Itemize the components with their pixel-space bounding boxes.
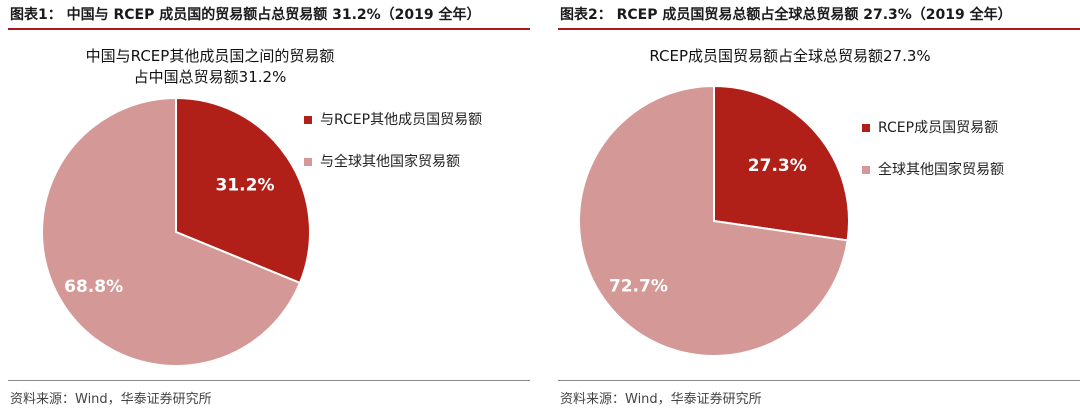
pie-slice xyxy=(41,96,302,367)
legend-swatch xyxy=(862,124,870,132)
legend-item: 与RCEP其他成员国贸易额 xyxy=(304,110,482,130)
pie-slice xyxy=(175,96,311,285)
legend-label: 与全球其他国家贸易额 xyxy=(320,154,460,170)
legend-swatch xyxy=(862,166,870,174)
footer-rule xyxy=(558,380,1080,381)
source-note: 资料来源：Wind，华泰证券研究所 xyxy=(560,392,762,407)
legend-label: 与RCEP其他成员国贸易额 xyxy=(320,112,483,128)
chart-title-line-1: 中国与RCEP其他成员国之间的贸易额 xyxy=(85,47,335,65)
footer-rule xyxy=(8,380,530,381)
chart-title: 中国与RCEP其他成员国之间的贸易额 占中国总贸易额31.2% xyxy=(60,46,360,88)
legend-label: RCEP成员国贸易额 xyxy=(878,120,999,136)
pie-chart: 27.3% 72.7% xyxy=(577,84,850,357)
chart-title-line-1: RCEP成员国贸易额占全球总贸易额27.3% xyxy=(649,47,931,65)
pie-slice-label: 31.2% xyxy=(216,176,275,196)
pie-slice-label: 68.8% xyxy=(64,277,123,297)
pie-chart: 31.2% 68.8% xyxy=(41,96,311,367)
figure-title: 图表2： RCEP 成员国贸易总额占全球总贸易额 27.3%（2019 全年） xyxy=(560,7,1012,23)
legend: 与RCEP其他成员国贸易额 与全球其他国家贸易额 xyxy=(304,110,482,194)
chart-panel-2: 图表2： RCEP 成员国贸易总额占全球总贸易额 27.3%（2019 全年） … xyxy=(550,0,1080,416)
pie-slice xyxy=(713,84,850,242)
legend-label: 全球其他国家贸易额 xyxy=(878,162,1004,178)
legend: RCEP成员国贸易额 全球其他国家贸易额 xyxy=(862,118,1004,202)
legend-swatch xyxy=(304,116,312,124)
source-note: 资料来源：Wind，华泰证券研究所 xyxy=(10,392,212,407)
legend-item: 全球其他国家贸易额 xyxy=(862,160,1004,180)
pie-slice-label: 27.3% xyxy=(748,156,807,176)
title-rule xyxy=(8,28,530,30)
pie-slice xyxy=(577,84,849,357)
chart-title: RCEP成员国贸易额占全球总贸易额27.3% xyxy=(620,46,960,67)
legend-swatch xyxy=(304,158,312,166)
chart-title-line-2: 占中国总贸易额31.2% xyxy=(133,68,287,86)
figure-title: 图表1： 中国与 RCEP 成员国的贸易额占总贸易额 31.2%（2019 全年… xyxy=(10,7,481,23)
legend-item: RCEP成员国贸易额 xyxy=(862,118,1004,138)
title-rule xyxy=(558,28,1080,30)
legend-item: 与全球其他国家贸易额 xyxy=(304,152,482,172)
chart-panel-1: 图表1： 中国与 RCEP 成员国的贸易额占总贸易额 31.2%（2019 全年… xyxy=(0,0,530,416)
pie-slice-label: 72.7% xyxy=(609,276,668,296)
